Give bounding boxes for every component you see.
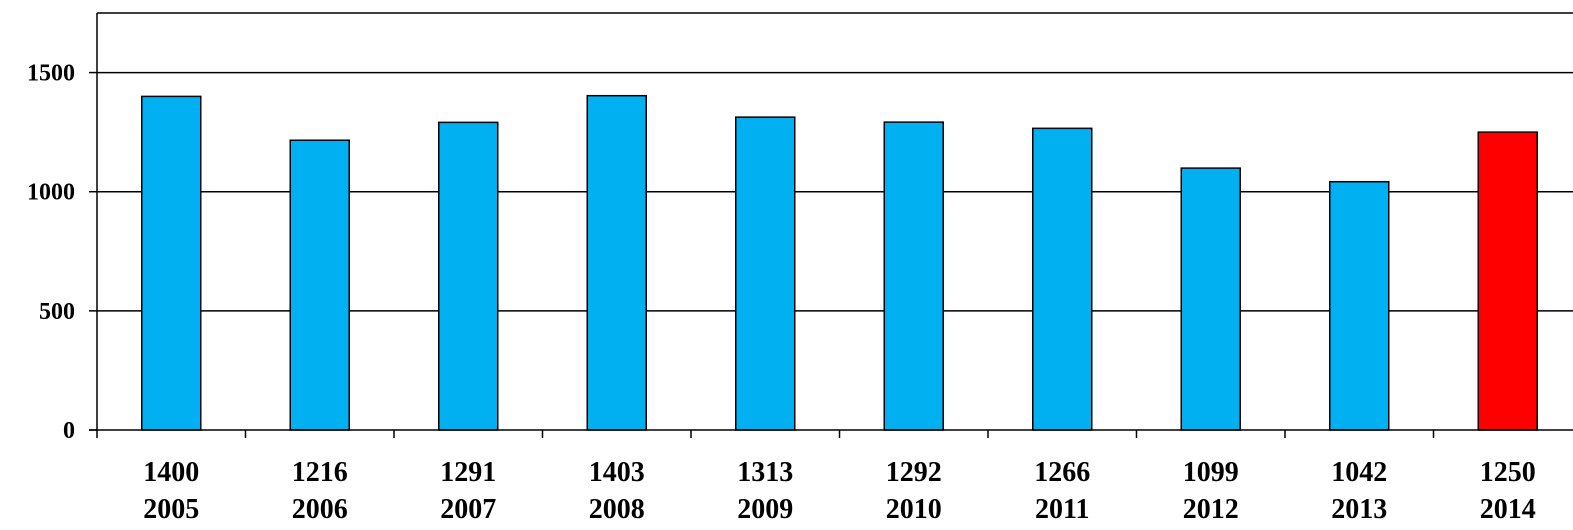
- bar: [883, 121, 944, 431]
- y-tick-labels: 0 500 1000 1500: [27, 61, 75, 444]
- x-category-label: 2011: [1035, 494, 1089, 525]
- bar: [586, 94, 647, 431]
- bar: [1477, 131, 1538, 431]
- data-value-label: 1313: [737, 457, 793, 488]
- x-category-label: 2012: [1183, 494, 1239, 525]
- data-value-label: 1042: [1331, 457, 1387, 488]
- x-category-label: 2010: [886, 494, 942, 525]
- data-value-label: 1216: [292, 457, 348, 488]
- x-category-label: 2006: [292, 494, 348, 525]
- data-value-label: 1291: [440, 457, 496, 488]
- data-value-label: 1403: [589, 457, 645, 488]
- x-category-labels: 1400 2005 1216 2006 1291 2007 1403 2008 1313 2009…: [143, 457, 1536, 525]
- data-value-label: 1250: [1480, 457, 1536, 488]
- x-category-label: 2009: [737, 494, 793, 525]
- data-value-label: 1266: [1034, 457, 1090, 488]
- y-tick-label: 1500: [27, 61, 75, 87]
- bar: [1329, 180, 1390, 431]
- bar: [735, 116, 796, 431]
- bar: [1032, 127, 1093, 431]
- bar: [438, 121, 499, 431]
- data-value-label: 1099: [1183, 457, 1239, 488]
- bars: [141, 94, 1538, 431]
- x-category-label: 2005: [143, 494, 199, 525]
- x-category-label: 2014: [1480, 494, 1536, 525]
- y-tick-label: 1000: [27, 180, 75, 206]
- bar: [1180, 167, 1241, 431]
- x-category-label: 2008: [589, 494, 645, 525]
- x-category-label: 2013: [1331, 494, 1387, 525]
- bar: [141, 95, 202, 431]
- y-tick-label: 0: [63, 418, 75, 444]
- bar: [289, 139, 350, 431]
- data-value-label: 1292: [886, 457, 942, 488]
- y-tick-label: 500: [39, 299, 75, 325]
- x-category-label: 2007: [440, 494, 496, 525]
- data-value-label: 1400: [143, 457, 199, 488]
- axes: [89, 13, 1573, 438]
